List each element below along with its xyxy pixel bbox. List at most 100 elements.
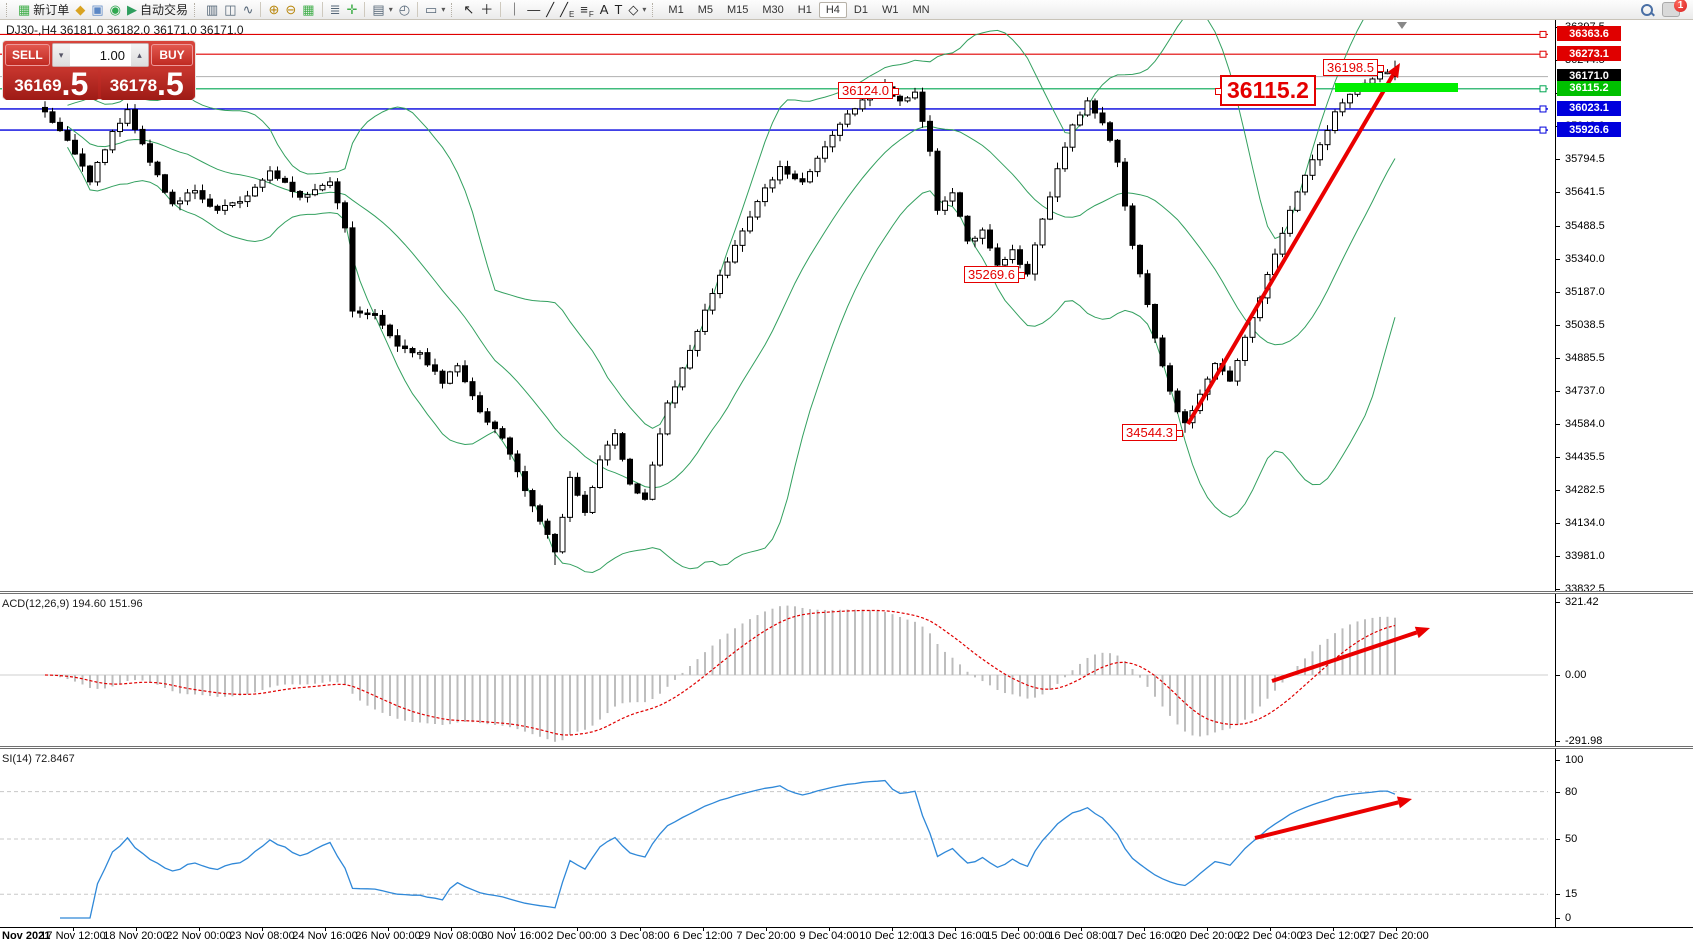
time-label: 3 Dec 08:00 — [610, 930, 670, 942]
toolbar-separator — [321, 2, 323, 17]
buy-price[interactable]: 36178.5 — [100, 68, 193, 100]
chart-profile-button[interactable]: ▭ ▾ — [425, 1, 446, 17]
equidistant-channel-button[interactable]: ╱ E — [560, 1, 575, 19]
timeframe-MN[interactable]: MN — [912, 3, 930, 16]
crosshair-button[interactable]: ＋ — [477, 1, 496, 19]
zoom-out-button[interactable]: ⊖ — [282, 1, 299, 19]
trendline-button[interactable]: ╱ — [543, 1, 557, 19]
toolbar: ▦ 新订单 ◆ ▣ ◉ ▶ 自动交易 ▥ ◫ ∿ ⊕ ⊖ ▦ ≣ ✛ ▤ ▾ ◴ ▭ ▾ ↖ ＋ ｜ ― ╱ ╱ E ≡ F A T ◇ ▾ M1… — [0, 0, 1693, 20]
label-36115-big: 36115.2 — [1215, 75, 1316, 106]
timeframe-H4[interactable]: H4 — [818, 1, 847, 18]
volume-decrease-button[interactable]: ▾ — [52, 44, 70, 66]
add-indicator-button[interactable]: ✛ — [343, 1, 360, 19]
timeframe-M15[interactable]: M15 — [726, 3, 749, 16]
text-label-button[interactable]: T — [611, 1, 625, 19]
price-tick-label: 34584.0 — [1565, 418, 1605, 430]
price-axis[interactable]: 36397.536244.536096.035943.035794.535641… — [1555, 20, 1693, 927]
time-axis[interactable]: Nov 2021 17 Nov 12:00 18 Nov 20:00 22 Nov 0… — [0, 927, 1693, 943]
templates-button[interactable]: ▤ ▾ — [372, 1, 393, 17]
rsi-line — [60, 779, 1396, 919]
time-label: 29 Nov 08:00 — [418, 930, 484, 942]
cursor-button[interactable]: ↖ — [460, 1, 477, 19]
data-window-button[interactable]: ▣ — [88, 1, 106, 19]
price-tick-label: 34282.5 — [1565, 484, 1605, 496]
search-icon[interactable] — [1640, 3, 1655, 17]
macd-panel-canvas[interactable] — [0, 594, 1555, 747]
bar-chart-icon: ▥ — [205, 1, 219, 17]
zoom-in-button[interactable]: ⊕ — [265, 1, 282, 19]
buy-button[interactable]: BUY — [151, 44, 193, 66]
time-label: 22 Nov 00:00 — [166, 930, 232, 942]
time-label: 13 Dec 16:00 — [922, 930, 988, 942]
vertical-line-icon: ｜ — [508, 1, 522, 17]
toolbar-separator — [260, 2, 262, 17]
time-label: 30 Nov 16:00 — [481, 930, 547, 942]
label-34544: 34544.3 — [1122, 424, 1183, 441]
price-tick-label: 35038.5 — [1565, 318, 1605, 331]
toolbar-separator — [500, 2, 502, 17]
market-watch-button[interactable]: ◆ — [72, 1, 88, 19]
sell-price[interactable]: 36169.5 — [5, 68, 98, 100]
autotrading-button[interactable]: ▶ 自动交易 — [126, 1, 188, 18]
data-window-icon: ▣ — [91, 1, 104, 17]
sell-button[interactable]: SELL — [5, 44, 50, 66]
period-clock-button[interactable]: ◴ — [396, 1, 413, 19]
arrows-button[interactable]: ◇ ▾ — [628, 1, 647, 17]
timeframe-M5[interactable]: M5 — [697, 3, 713, 16]
price-tick-label: 34737.0 — [1565, 384, 1605, 397]
price-tag-36115.2: 36115.2 — [1557, 80, 1621, 96]
volume-input[interactable]: 1.00 — [99, 47, 125, 63]
rsi-tick-label: 80 — [1565, 785, 1578, 798]
time-label: 9 Dec 04:00 — [799, 930, 859, 942]
volume-increase-button[interactable]: ▴ — [131, 44, 148, 66]
price-chart-canvas[interactable] — [0, 20, 1555, 592]
signals-icon: ◉ — [109, 1, 121, 17]
time-label: 22 Dec 04:00 — [1237, 930, 1303, 942]
vertical-line-button[interactable]: ｜ — [505, 1, 524, 19]
line-chart-button[interactable]: ∿ — [240, 1, 257, 19]
rsi-indicator-label: SI(14) 72.8467 — [2, 753, 75, 765]
rsi-grid — [0, 791, 1548, 895]
horizontal-line-button[interactable]: ― — [524, 1, 543, 19]
axis-tick — [1556, 602, 1560, 604]
time-label: 17 Dec 16:00 — [1111, 930, 1177, 942]
axis-tick — [1556, 588, 1560, 590]
indicators-button[interactable]: ≣ — [327, 1, 344, 19]
axis-tick — [1556, 490, 1560, 491]
panel-separator-rsi[interactable] — [0, 746, 1693, 749]
signals-button[interactable]: ◉ — [107, 1, 124, 19]
axis-tick — [1556, 556, 1560, 557]
timeframe-W1[interactable]: W1 — [881, 3, 899, 16]
timeframe-M1[interactable]: M1 — [668, 3, 684, 16]
text-button[interactable]: A — [597, 1, 612, 19]
axis-tick — [1556, 225, 1560, 227]
new-order-button[interactable]: ▦ 新订单 — [18, 1, 70, 18]
chart-profile-icon: ▭ — [425, 1, 438, 17]
timeframe-M30[interactable]: M30 — [762, 3, 784, 16]
fibonacci-icon: ≡ — [580, 1, 588, 17]
rsi-panel-canvas[interactable] — [0, 749, 1555, 927]
toolbar-grip — [652, 2, 658, 17]
toolbar-separator — [417, 2, 419, 17]
macd-histogram — [51, 605, 1396, 742]
volume-stepper[interactable]: ▾ 1.00 ▴ — [51, 43, 149, 67]
toolbar-grip — [193, 2, 200, 17]
price-tick-label: 33981.0 — [1565, 550, 1605, 562]
fibonacci-button[interactable]: ≡ F — [580, 1, 594, 19]
chart-window[interactable]: DJ30-,H4 36181.0 36182.0 36171.0 36171.0… — [0, 20, 1693, 943]
candlestick-chart-button[interactable]: ◫ — [221, 1, 239, 19]
panel-separator-macd[interactable] — [0, 591, 1693, 594]
price-tick-label: 34885.5 — [1565, 351, 1605, 364]
bar-chart-button[interactable]: ▥ — [203, 1, 221, 19]
rsi-tick-label: 100 — [1565, 754, 1584, 766]
timeframe-D1[interactable]: D1 — [853, 3, 868, 16]
rsi-tick-label: 0 — [1565, 912, 1572, 924]
notification-icon[interactable]: 1 — [1662, 0, 1687, 17]
tile-windows-button[interactable]: ▦ — [299, 1, 317, 19]
text-label-icon: T — [614, 1, 623, 17]
chart-shift-marker[interactable] — [1397, 22, 1407, 29]
timeframe-H1[interactable]: H1 — [797, 3, 812, 16]
axis-tick — [1556, 192, 1560, 194]
time-label: 20 Dec 20:00 — [1174, 930, 1240, 942]
axis-tick — [1556, 390, 1560, 392]
